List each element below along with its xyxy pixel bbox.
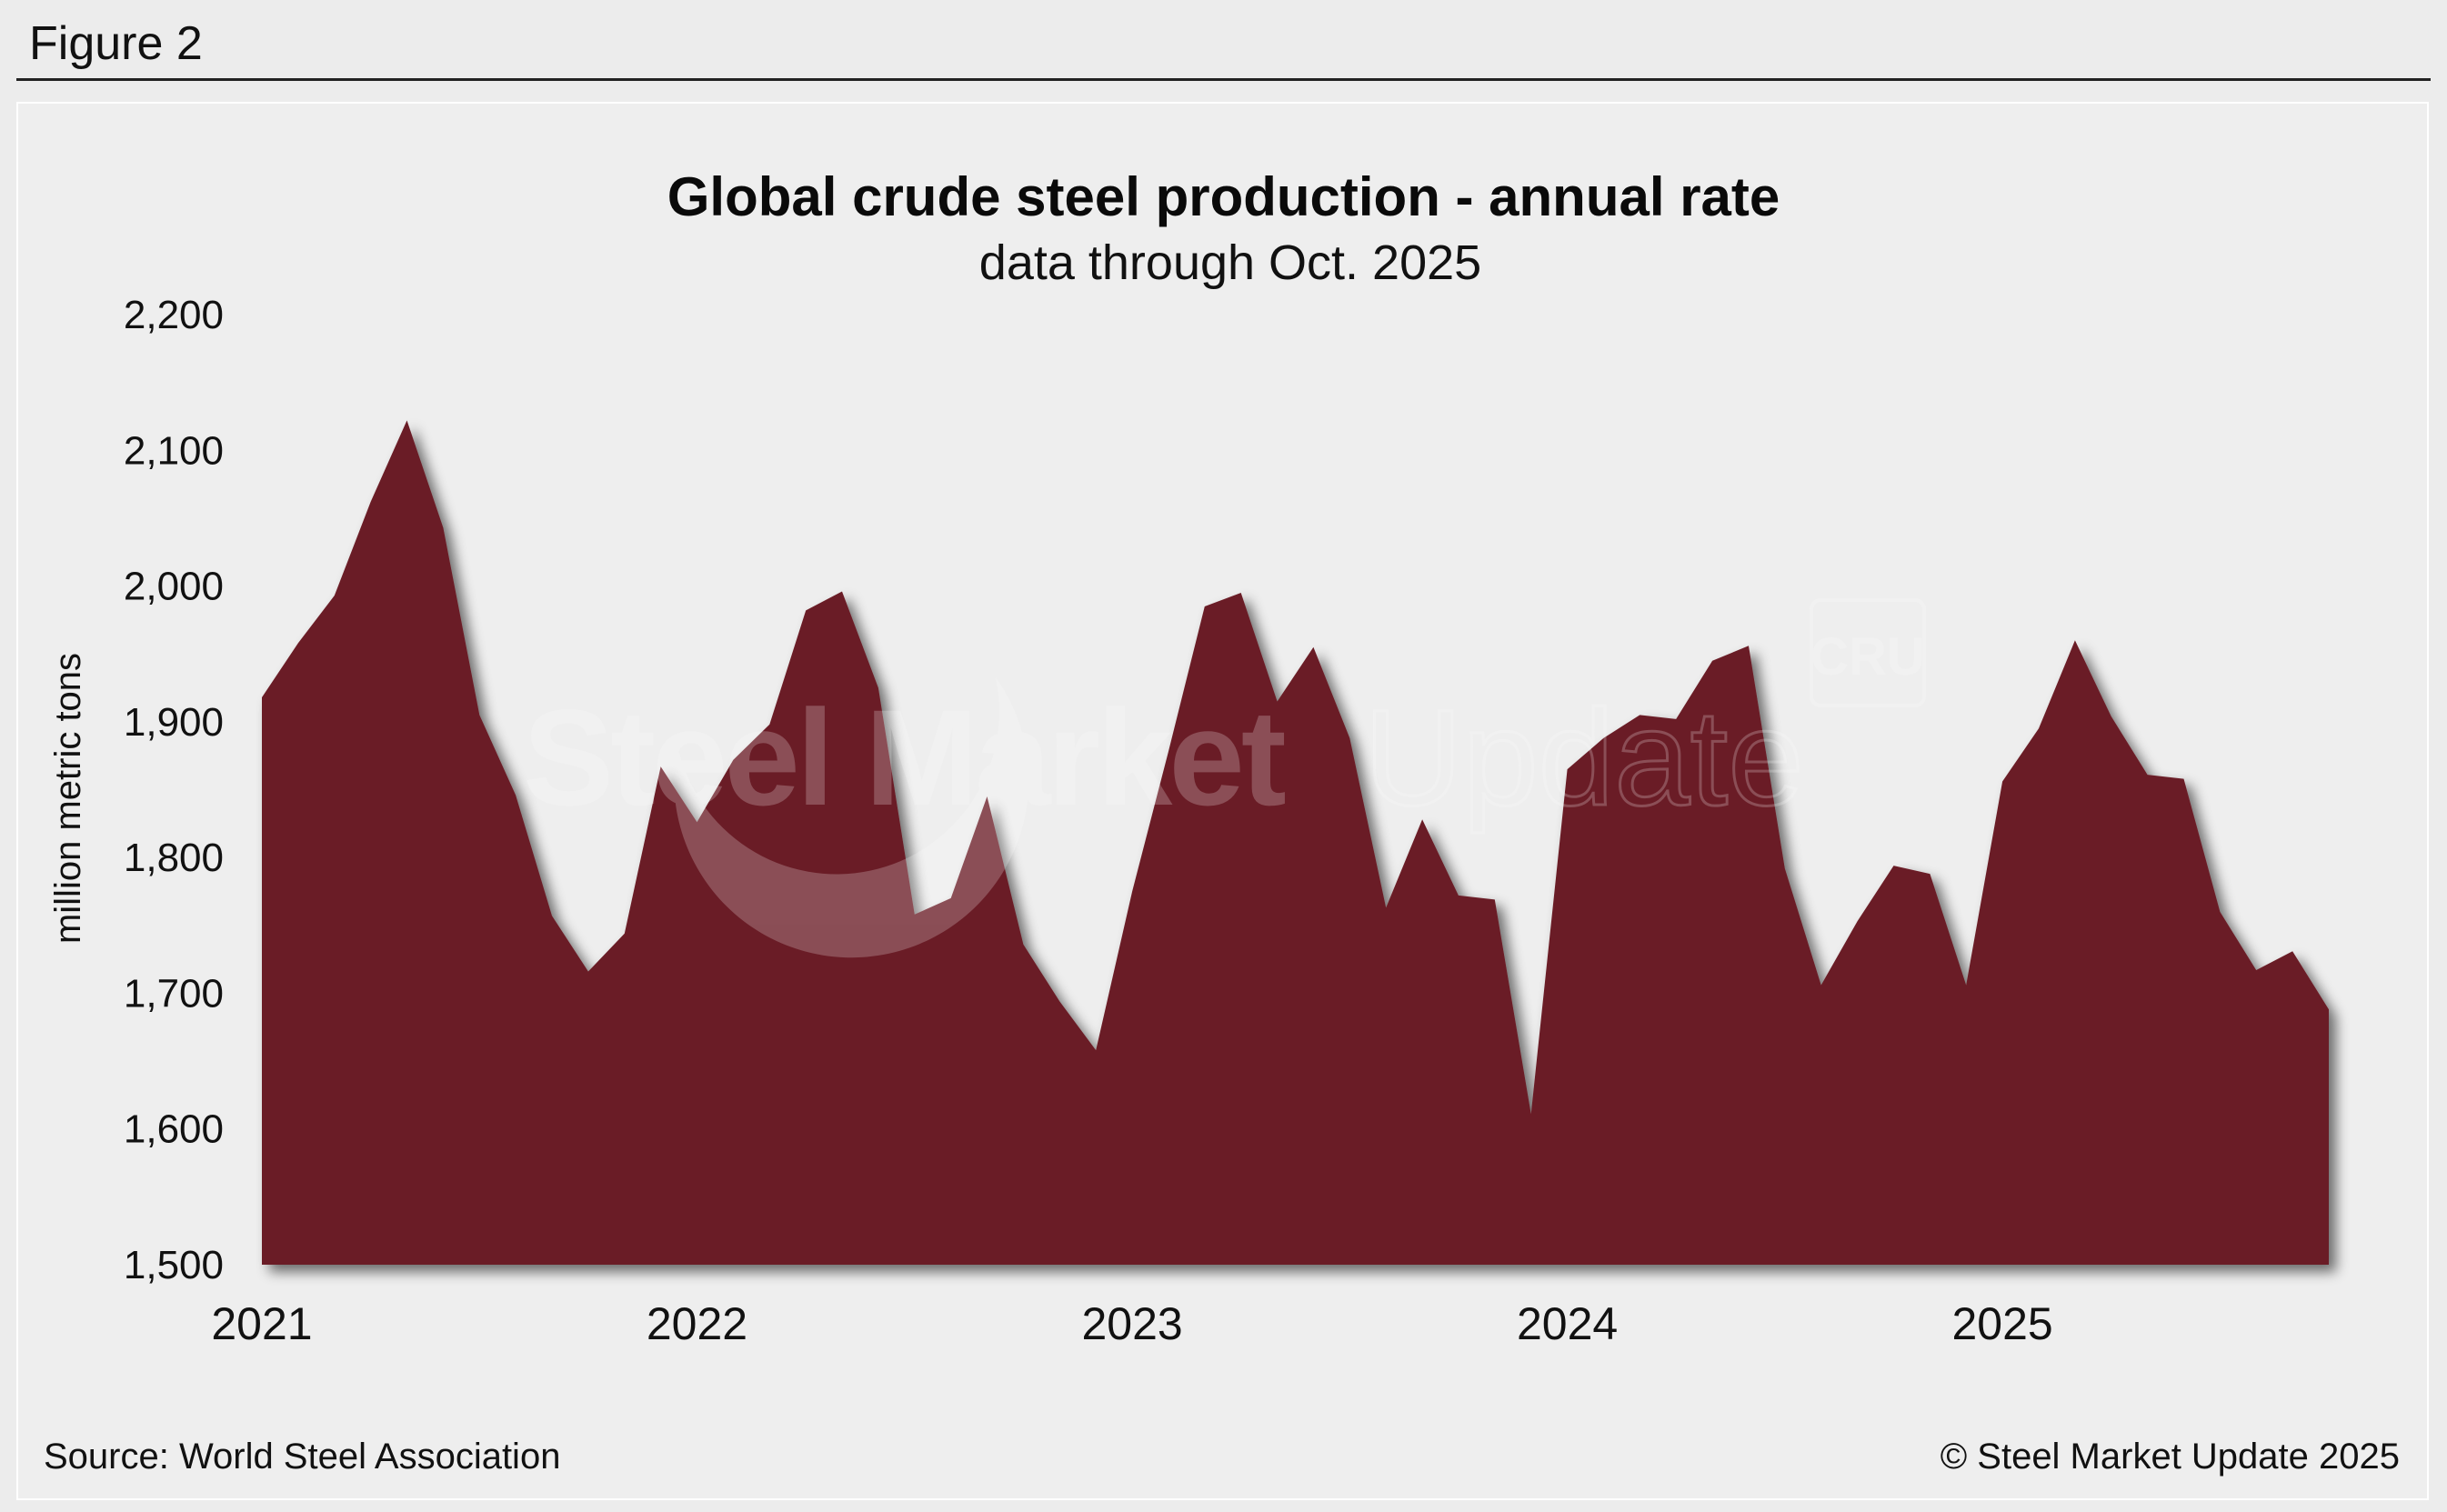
y-axis-label: million metric tons — [48, 653, 88, 944]
y-tick-label: 1,600 — [124, 1107, 224, 1152]
data-point-2024-08 — [1819, 983, 1824, 988]
data-point-2021-06 — [440, 525, 446, 530]
data-point-2025-09 — [2290, 948, 2295, 954]
data-point-2021-08 — [513, 793, 518, 798]
x-tick-label: 2022 — [647, 1298, 747, 1349]
data-point-2023-10 — [1456, 893, 1461, 898]
copyright-note: © Steel Market Update 2025 — [1940, 1437, 2400, 1477]
x-axis: 2021 2022 2023 2024 2025 — [211, 1298, 2052, 1349]
data-point-2021-01 — [259, 695, 265, 700]
data-point-2023-03 — [1202, 604, 1208, 609]
chart-title: Global crude steel production - annual r… — [667, 166, 1780, 227]
data-point-2021-09 — [549, 913, 555, 918]
data-point-2025-02 — [2036, 726, 2041, 731]
data-point-2024-06 — [1746, 643, 1751, 648]
area-series — [259, 417, 2332, 1265]
area-series-1 — [262, 420, 2329, 1265]
data-point-2025-08 — [2253, 967, 2259, 973]
data-point-2023-01 — [1129, 889, 1135, 895]
data-point-2024-09 — [1855, 918, 1860, 924]
figure-label: Figure 2 — [29, 17, 203, 70]
data-point-2025-05 — [2145, 772, 2151, 777]
data-point-2022-11 — [1057, 998, 1062, 1004]
data-point-2023-07 — [1347, 736, 1352, 741]
figure-divider — [16, 78, 2431, 81]
data-point-2021-03 — [332, 593, 337, 598]
y-tick-label: 1,500 — [124, 1243, 224, 1287]
data-point-2022-04 — [803, 607, 808, 613]
data-point-2022-05 — [839, 589, 845, 595]
watermark-brand-bold: Steel Market — [523, 681, 1286, 834]
data-point-2025-03 — [2072, 637, 2078, 643]
source-note: Source: World Steel Association — [44, 1437, 561, 1477]
x-tick-label: 2025 — [1951, 1298, 2052, 1349]
data-point-2023-12 — [1529, 1111, 1534, 1116]
data-point-2021-04 — [368, 499, 374, 505]
data-point-2021-11 — [622, 931, 627, 936]
data-point-2025-04 — [2109, 714, 2114, 719]
data-point-2021-05 — [405, 417, 410, 423]
data-point-2025-10 — [2326, 1006, 2332, 1012]
y-tick-label: 1,900 — [124, 700, 224, 745]
watermark-logo-box — [1810, 598, 1926, 707]
x-tick-label: 2023 — [1081, 1298, 1182, 1349]
y-tick-label: 2,000 — [124, 565, 224, 609]
x-tick-label: 2021 — [211, 1298, 312, 1349]
watermark-swoosh-icon — [674, 677, 1029, 958]
data-point-2023-08 — [1383, 905, 1389, 910]
data-point-2024-10 — [1891, 863, 1897, 868]
data-point-2021-02 — [296, 640, 301, 646]
watermark: Steel Market Update CRU — [523, 598, 1926, 958]
y-axis: 1,500 1,600 1,700 1,800 1,900 2,000 2,100 2,200 — [124, 293, 224, 1287]
data-point-2021-10 — [586, 969, 591, 975]
y-tick-label: 1,700 — [124, 971, 224, 1016]
data-point-2021-07 — [476, 712, 482, 717]
data-point-2025-07 — [2217, 909, 2222, 915]
data-point-2025-01 — [2000, 779, 2005, 785]
y-tick-label: 2,100 — [124, 428, 224, 473]
data-point-2022-10 — [1020, 942, 1026, 947]
data-point-2023-04 — [1239, 590, 1244, 596]
x-tick-label: 2024 — [1517, 1298, 1618, 1349]
data-point-2024-05 — [1710, 658, 1715, 664]
data-point-2025-06 — [2181, 776, 2187, 782]
data-point-2024-11 — [1927, 871, 1932, 876]
y-tick-label: 2,200 — [124, 293, 224, 337]
y-tick-label: 1,800 — [124, 836, 224, 880]
data-point-2024-12 — [1963, 983, 1969, 988]
data-point-2023-11 — [1492, 896, 1498, 902]
watermark-brand-light: Update — [1364, 681, 1804, 834]
data-point-2024-07 — [1782, 866, 1788, 871]
data-point-2022-12 — [1093, 1047, 1098, 1053]
watermark-logo-text: CRU — [1810, 627, 1925, 686]
chart-subtitle: data through Oct. 2025 — [978, 235, 1482, 290]
data-point-2023-06 — [1310, 645, 1316, 650]
